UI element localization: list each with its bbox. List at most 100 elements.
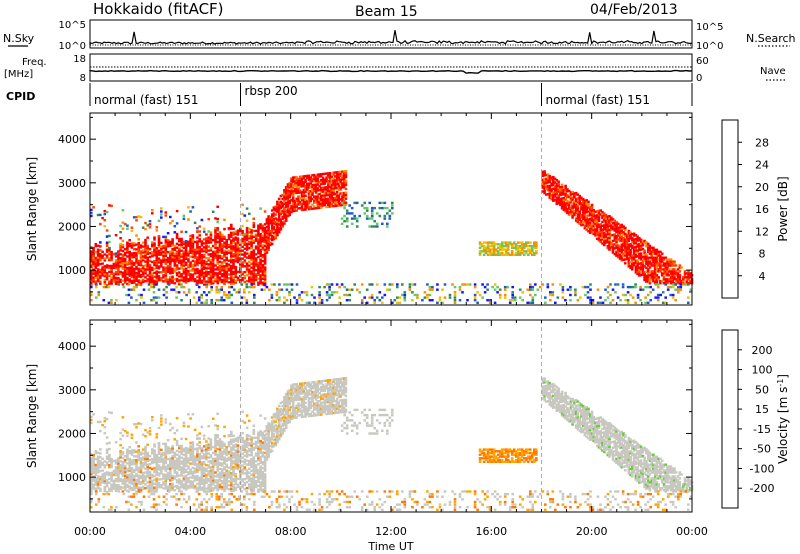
power-cell: [272, 232, 276, 235]
velocity-cell: [178, 466, 181, 469]
power-cell: [241, 249, 244, 252]
power-cell: [608, 236, 611, 239]
velocity-cell: [171, 466, 174, 470]
power-cell: [685, 282, 689, 285]
power-cell: [175, 266, 179, 269]
power-cell: [130, 281, 134, 285]
power-cell: [604, 299, 607, 302]
velocity-cell: [182, 485, 186, 488]
power-cell: [234, 230, 238, 233]
power-cell: [155, 264, 159, 267]
power-cell: [211, 280, 215, 283]
velocity-cell: [191, 456, 195, 460]
power-cell: [290, 177, 293, 180]
power-cell: [105, 250, 109, 253]
power-cell: [330, 175, 334, 179]
power-cell: [365, 206, 369, 210]
power-cell: [90, 250, 93, 253]
power-cell: [524, 251, 528, 255]
power-cell: [277, 211, 281, 214]
power-cell: [272, 226, 276, 229]
power-cell: [234, 256, 238, 259]
power-cell: [268, 288, 271, 291]
power-cell: [215, 285, 218, 289]
power-cell: [94, 270, 98, 273]
power-cell: [139, 244, 143, 247]
power-cell: [653, 252, 657, 255]
power-cell: [144, 238, 147, 242]
velocity-cell: [196, 467, 199, 470]
power-cell: [544, 296, 547, 299]
power-cell: [343, 206, 346, 210]
power-cell: [230, 227, 233, 230]
power-cell: [211, 282, 215, 285]
power-cell: [92, 256, 95, 260]
velocity-cell: [103, 479, 107, 483]
power-cell: [659, 260, 662, 263]
power-cell: [263, 227, 267, 230]
power-cell: [506, 251, 510, 255]
power-cell: [622, 231, 625, 234]
power-cell: [408, 288, 412, 291]
power-cell: [328, 201, 332, 204]
power-cell: [581, 209, 585, 213]
power-cell: [606, 246, 610, 250]
power-cell: [114, 280, 118, 284]
power-cell: [250, 256, 253, 260]
power-cell: [578, 218, 581, 221]
power-cell: [339, 182, 342, 185]
power-cell: [653, 258, 657, 261]
power-cell: [169, 281, 172, 285]
power-cell: [263, 282, 267, 285]
power-cell: [521, 291, 524, 294]
velocity-cell: [198, 447, 201, 450]
velocity-cell: [193, 477, 197, 480]
power-cell: [511, 291, 514, 294]
power-cell: [653, 248, 657, 251]
power-cell: [227, 281, 231, 284]
power-cell: [643, 257, 646, 260]
power-cell: [103, 225, 107, 228]
power-cell: [588, 206, 592, 209]
power-cell: [196, 256, 199, 259]
power-cell: [207, 280, 210, 284]
power-cell: [236, 237, 240, 240]
power-cell: [297, 199, 300, 202]
velocity-cell: [171, 462, 174, 466]
power-cell: [325, 178, 328, 181]
power-cell: [343, 214, 346, 218]
power-cell: [664, 282, 667, 285]
power-cell: [594, 220, 597, 223]
power-cell: [631, 264, 634, 267]
power-cell: [218, 239, 222, 242]
power-cell: [216, 233, 219, 236]
power-cell: [261, 244, 265, 247]
power-cell: [564, 204, 567, 207]
power-cell: [578, 216, 581, 219]
power-cell: [110, 276, 113, 279]
power-cell: [599, 223, 602, 226]
power-cell: [205, 266, 208, 270]
power-cell: [546, 181, 550, 184]
power-cell: [175, 242, 179, 245]
velocity-cell: [101, 461, 104, 464]
velocity-cell: [207, 437, 210, 440]
power-cell: [184, 275, 188, 278]
power-cell: [234, 265, 238, 269]
power-cell: [202, 267, 206, 271]
velocity-cell: [214, 441, 217, 445]
power-cell: [274, 207, 277, 210]
power-cell: [300, 291, 304, 294]
velocity-cell: [123, 484, 127, 487]
power-cell: [555, 190, 559, 194]
power-cell: [314, 199, 318, 202]
power-cell: [122, 285, 126, 289]
power-cell: [184, 281, 188, 284]
power-cell: [561, 285, 565, 289]
velocity-cell: [90, 467, 93, 470]
velocity-cell: [193, 469, 197, 472]
power-cell: [112, 280, 116, 283]
power-cell: [304, 188, 307, 192]
power-cell: [276, 206, 279, 209]
velocity-cell: [132, 462, 136, 466]
